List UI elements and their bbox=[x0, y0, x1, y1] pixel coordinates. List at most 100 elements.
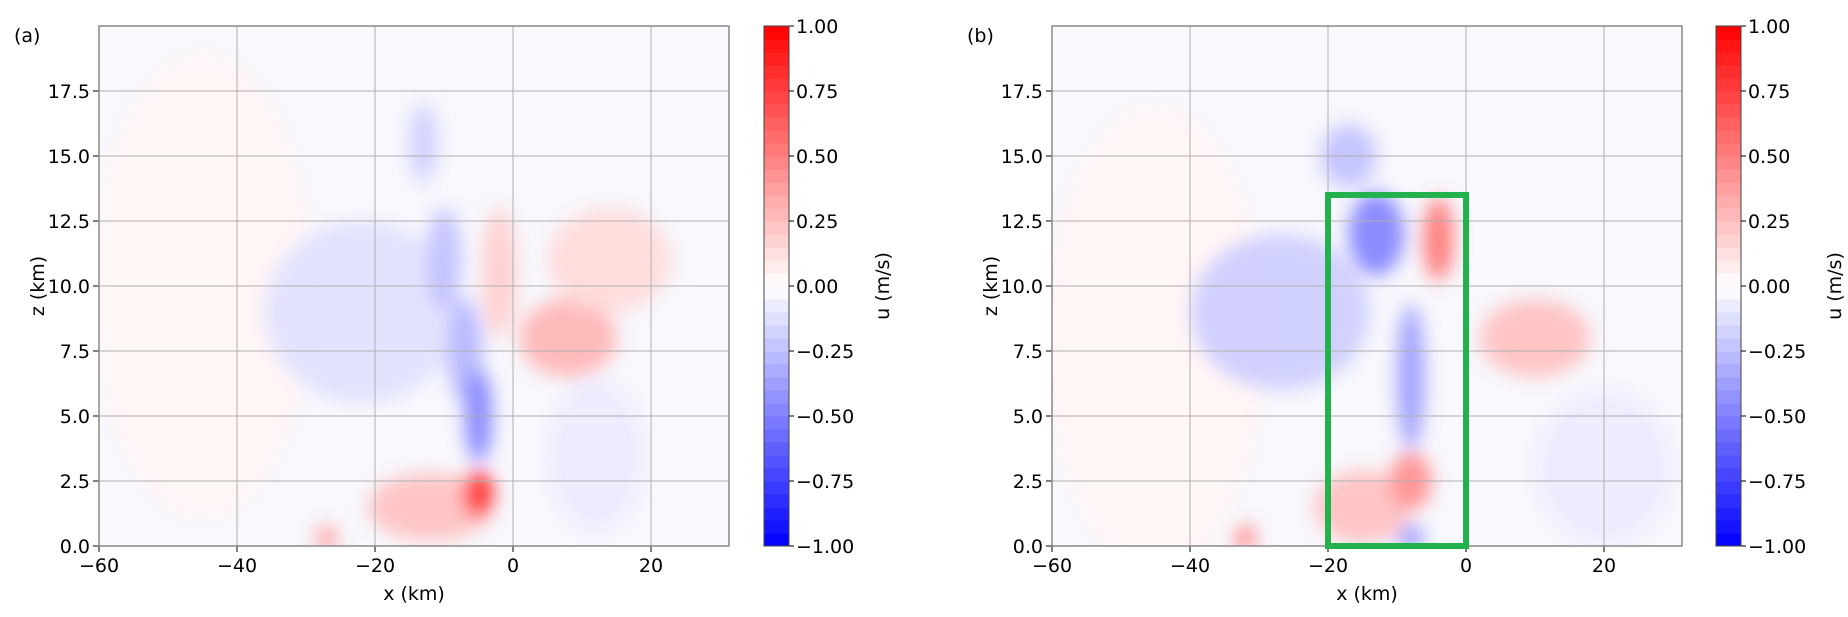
colorbar-band bbox=[764, 364, 789, 378]
colorbar-band bbox=[764, 286, 789, 300]
colorbar-band bbox=[1716, 247, 1741, 261]
colorbar-band bbox=[1716, 533, 1741, 547]
y-tick-label: 2.5 bbox=[60, 471, 90, 493]
x-tick-label: 20 bbox=[639, 555, 663, 577]
panel-b: −60 −40 −20 0 20 0.0 2.5 5.0 7.5 10.0 12.5 15.0 17.5… bbox=[967, 16, 1846, 605]
field-feature bbox=[1052, 104, 1266, 546]
colorbar-band bbox=[1716, 364, 1741, 378]
colorbar-band bbox=[764, 78, 789, 92]
colorbar-tick-label: 0.75 bbox=[796, 81, 838, 103]
plot-frame bbox=[98, 25, 730, 547]
colorbar-band bbox=[1716, 143, 1741, 157]
colorbar-band bbox=[1716, 455, 1741, 469]
colorbar-band bbox=[764, 507, 789, 521]
y-tick-label: 10.0 bbox=[1001, 276, 1043, 298]
colorbar-band bbox=[1716, 221, 1741, 235]
x-tick-label: −60 bbox=[1032, 555, 1072, 577]
x-tick-label: −40 bbox=[217, 555, 257, 577]
y-tick-label: 7.5 bbox=[60, 341, 90, 363]
colorbar-band bbox=[1716, 208, 1741, 222]
colorbar-band bbox=[1716, 377, 1741, 391]
y-axis-label: z (km) bbox=[27, 256, 49, 316]
colorbar-label: u (m/s) bbox=[1824, 252, 1846, 320]
colorbar-band bbox=[764, 26, 789, 40]
colorbar-band bbox=[1716, 52, 1741, 66]
x-tick-label: −40 bbox=[1170, 555, 1210, 577]
colorbar-band bbox=[764, 234, 789, 248]
colorbar-tick-label: 0.50 bbox=[1748, 146, 1790, 168]
colorbar-band bbox=[764, 429, 789, 443]
y-tick-label: 17.5 bbox=[1001, 81, 1043, 103]
colorbar-label: u (m/s) bbox=[872, 252, 894, 320]
panel-label: (a) bbox=[14, 25, 40, 47]
colorbar-band bbox=[764, 273, 789, 287]
colorbar-tick-label: 0.25 bbox=[1748, 211, 1790, 233]
x-tick-label: −60 bbox=[79, 555, 119, 577]
field-feature bbox=[368, 473, 493, 541]
colorbar-band bbox=[764, 221, 789, 235]
colorbar-band bbox=[1716, 156, 1741, 170]
x-tick-label: −20 bbox=[355, 555, 395, 577]
colorbar-band bbox=[764, 104, 789, 118]
colorbar-tick-label: −1.00 bbox=[1748, 536, 1806, 558]
colorbar-band bbox=[1716, 117, 1741, 131]
y-tick-label: 2.5 bbox=[1013, 471, 1043, 493]
colorbar-tick-label: 1.00 bbox=[796, 16, 838, 38]
y-tick-label: 0.0 bbox=[60, 536, 90, 558]
colorbar-band bbox=[764, 156, 789, 170]
colorbar-tick-label: 0.00 bbox=[1748, 276, 1790, 298]
colorbar-band bbox=[764, 130, 789, 144]
field-feature bbox=[316, 525, 338, 546]
y-tick-label: 12.5 bbox=[1001, 211, 1043, 233]
field-feature bbox=[1397, 304, 1425, 450]
colorbar-band bbox=[764, 520, 789, 534]
panel-a: −60 −40 −20 0 20 0.0 2.5 5.0 7.5 10.0 12.5 15.0 17.5… bbox=[14, 16, 894, 605]
y-tick-label: 0.0 bbox=[1013, 536, 1043, 558]
colorbar-band bbox=[1716, 260, 1741, 274]
highlight-box bbox=[1325, 192, 1470, 549]
panel-label: (b) bbox=[967, 25, 994, 47]
colorbar-tick-label: 0.25 bbox=[796, 211, 838, 233]
colorbar-band bbox=[764, 247, 789, 261]
x-tick-label: 0 bbox=[507, 555, 519, 577]
field-feature bbox=[547, 377, 645, 533]
colorbar-tick-label: −0.50 bbox=[796, 406, 854, 428]
colorbar-band bbox=[1716, 273, 1741, 287]
y-tick-label: 5.0 bbox=[1013, 406, 1043, 428]
field-feature bbox=[1479, 299, 1591, 377]
colorbar-band bbox=[764, 117, 789, 131]
x-tick-label: 20 bbox=[1592, 555, 1616, 577]
colorbar-band bbox=[1716, 494, 1741, 508]
colorbar-band bbox=[764, 195, 789, 209]
colorbar-band bbox=[764, 494, 789, 508]
colorbar-band bbox=[764, 390, 789, 404]
colorbar-band bbox=[1716, 403, 1741, 417]
y-tick-label: 7.5 bbox=[1013, 341, 1043, 363]
colorbar-band bbox=[1716, 520, 1741, 534]
colorbar-band bbox=[1716, 91, 1741, 105]
colorbar-band bbox=[1716, 481, 1741, 495]
colorbar-band bbox=[1716, 312, 1741, 326]
colorbar: −1.00 −0.75 −0.50 −0.25 0.00 0.25 0.50 0.75 1.00… bbox=[763, 16, 894, 558]
colorbar-tick-label: −0.50 bbox=[1748, 406, 1806, 428]
colorbar-band bbox=[764, 468, 789, 482]
y-tick-label: 10.0 bbox=[48, 276, 90, 298]
colorbar-tick-label: 0.75 bbox=[1748, 81, 1790, 103]
field-feature bbox=[463, 470, 494, 518]
colorbar-band bbox=[1716, 130, 1741, 144]
colorbar-band bbox=[1716, 39, 1741, 53]
colorbar-tick-label: 0.50 bbox=[796, 146, 838, 168]
colorbar-band bbox=[764, 325, 789, 339]
field-feature bbox=[519, 299, 617, 377]
colorbar-band bbox=[1716, 429, 1741, 443]
field-feature bbox=[547, 208, 672, 312]
colorbar-band bbox=[764, 182, 789, 196]
colorbar-tick-label: −0.25 bbox=[1748, 341, 1806, 363]
y-tick-label: 15.0 bbox=[48, 146, 90, 168]
colorbar-band bbox=[1716, 104, 1741, 118]
x-axis-label: x (km) bbox=[383, 583, 445, 605]
x-axis-label: x (km) bbox=[1336, 583, 1398, 605]
field-feature bbox=[1190, 234, 1370, 390]
colorbar-band bbox=[764, 481, 789, 495]
